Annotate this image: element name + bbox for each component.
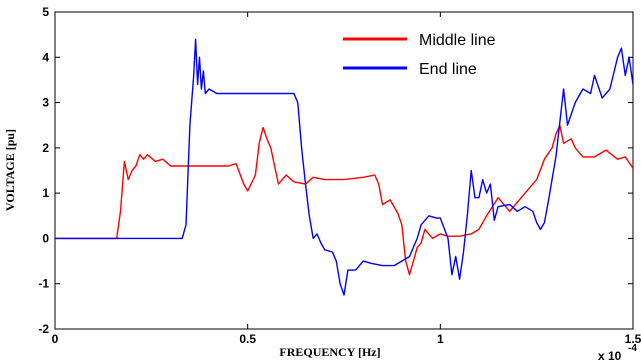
x-axis-label: FREQUENCY [Hz] (279, 345, 380, 359)
x-axis-multiplier-base: x 10 (598, 349, 622, 363)
x-axis-multiplier: x 10 -4 (598, 343, 637, 363)
legend-label-end-line: End line (419, 61, 477, 78)
y-tick-label: -2 (38, 322, 49, 336)
axis-ticks: 0 0.5 1 1.5 -2 -1 0 1 2 3 4 5 (38, 5, 641, 346)
x-tick-label: 1 (437, 332, 444, 346)
y-tick-label: 1 (42, 186, 49, 200)
x-tick-label: 1.5 (625, 332, 641, 346)
legend-label-middle-line: Middle line (419, 32, 496, 49)
x-axis-multiplier-exponent: -4 (628, 343, 637, 354)
legend: Middle line End line (335, 22, 535, 80)
y-tick-label: 5 (42, 5, 49, 19)
y-tick-label: -1 (38, 277, 49, 291)
y-axis-label: VOLTAGE [pu] (3, 129, 17, 211)
x-tick-label: 0.5 (239, 332, 256, 346)
legend-box (335, 22, 535, 80)
y-tick-label: 2 (42, 141, 49, 155)
y-tick-label: 0 (42, 231, 49, 245)
y-tick-label: 4 (42, 50, 49, 64)
series-line-middle-line (55, 124, 633, 276)
x-tick-label: 0 (52, 332, 59, 346)
y-tick-label: 3 (42, 96, 49, 110)
series-line-end-line (55, 38, 633, 296)
series-layer (55, 38, 633, 296)
